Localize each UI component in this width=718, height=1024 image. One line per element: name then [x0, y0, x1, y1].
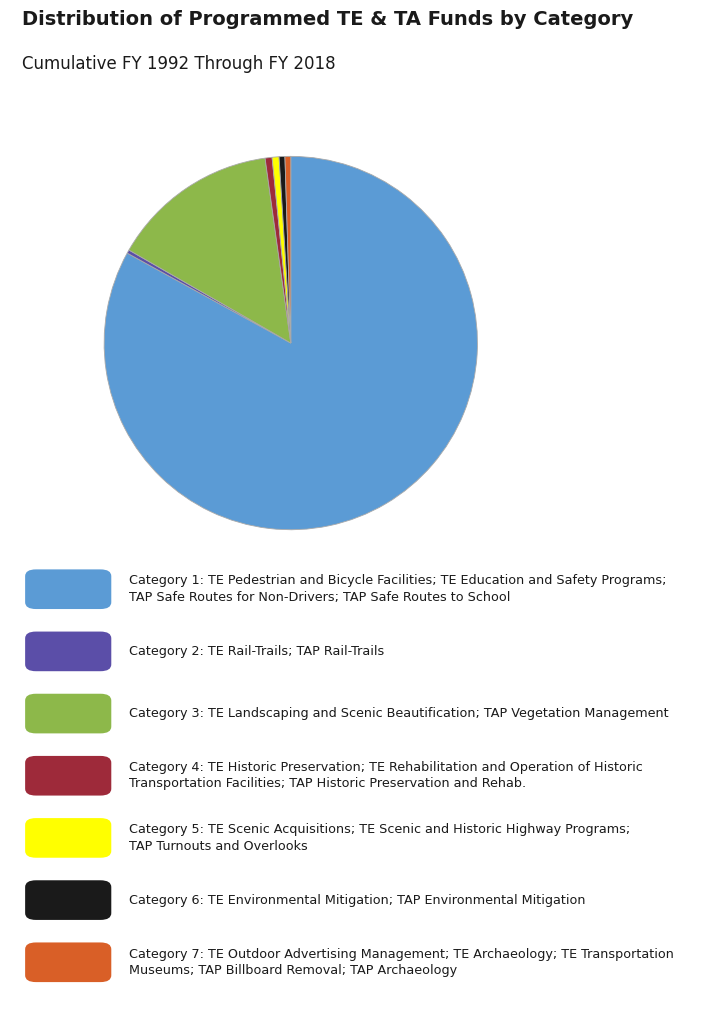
Text: Category 6: TE Environmental Mitigation; TAP Environmental Mitigation: Category 6: TE Environmental Mitigation;…	[129, 894, 586, 906]
FancyBboxPatch shape	[25, 756, 111, 796]
Text: Category 2: TE Rail-Trails; TAP Rail-Trails: Category 2: TE Rail-Trails; TAP Rail-Tra…	[129, 645, 385, 657]
Text: Category 3: TE Landscaping and Scenic Beautification; TAP Vegetation Management: Category 3: TE Landscaping and Scenic Be…	[129, 707, 669, 720]
Wedge shape	[285, 157, 291, 343]
FancyBboxPatch shape	[25, 818, 111, 858]
Wedge shape	[104, 157, 477, 529]
Text: Category 5: TE Scenic Acquisitions; TE Scenic and Historic Highway Programs;
TAP: Category 5: TE Scenic Acquisitions; TE S…	[129, 823, 630, 853]
Text: Distribution of Programmed TE & TA Funds by Category: Distribution of Programmed TE & TA Funds…	[22, 10, 633, 30]
Text: Category 7: TE Outdoor Advertising Management; TE Archaeology; TE Transportation: Category 7: TE Outdoor Advertising Manag…	[129, 947, 674, 977]
FancyBboxPatch shape	[25, 942, 111, 982]
FancyBboxPatch shape	[25, 881, 111, 920]
Wedge shape	[129, 158, 291, 343]
Text: Category 1: TE Pedestrian and Bicycle Facilities; TE Education and Safety Progra: Category 1: TE Pedestrian and Bicycle Fa…	[129, 574, 667, 604]
Text: Cumulative FY 1992 Through FY 2018: Cumulative FY 1992 Through FY 2018	[22, 55, 335, 74]
Wedge shape	[265, 158, 291, 343]
FancyBboxPatch shape	[25, 693, 111, 733]
Wedge shape	[272, 157, 291, 343]
Wedge shape	[127, 250, 291, 343]
Text: Category 4: TE Historic Preservation; TE Rehabilitation and Operation of Histori: Category 4: TE Historic Preservation; TE…	[129, 761, 643, 791]
FancyBboxPatch shape	[25, 632, 111, 671]
Wedge shape	[279, 157, 291, 343]
FancyBboxPatch shape	[25, 569, 111, 609]
